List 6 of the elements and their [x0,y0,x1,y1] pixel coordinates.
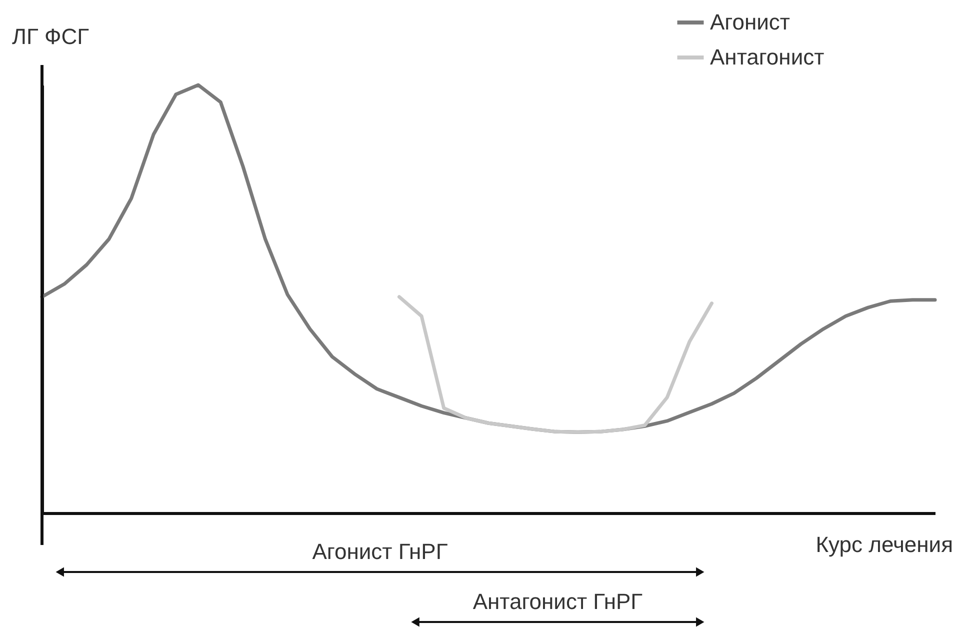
legend-label: Агонист [710,10,790,34]
y-axis-title: ЛГ ФСГ [12,24,90,49]
text: Агонист ГнРГ [312,539,448,564]
text: Антагонист ГнРГ [472,589,643,614]
x-axis-title: Курс лечения [816,532,953,557]
legend-label: Антагонист [710,44,824,70]
